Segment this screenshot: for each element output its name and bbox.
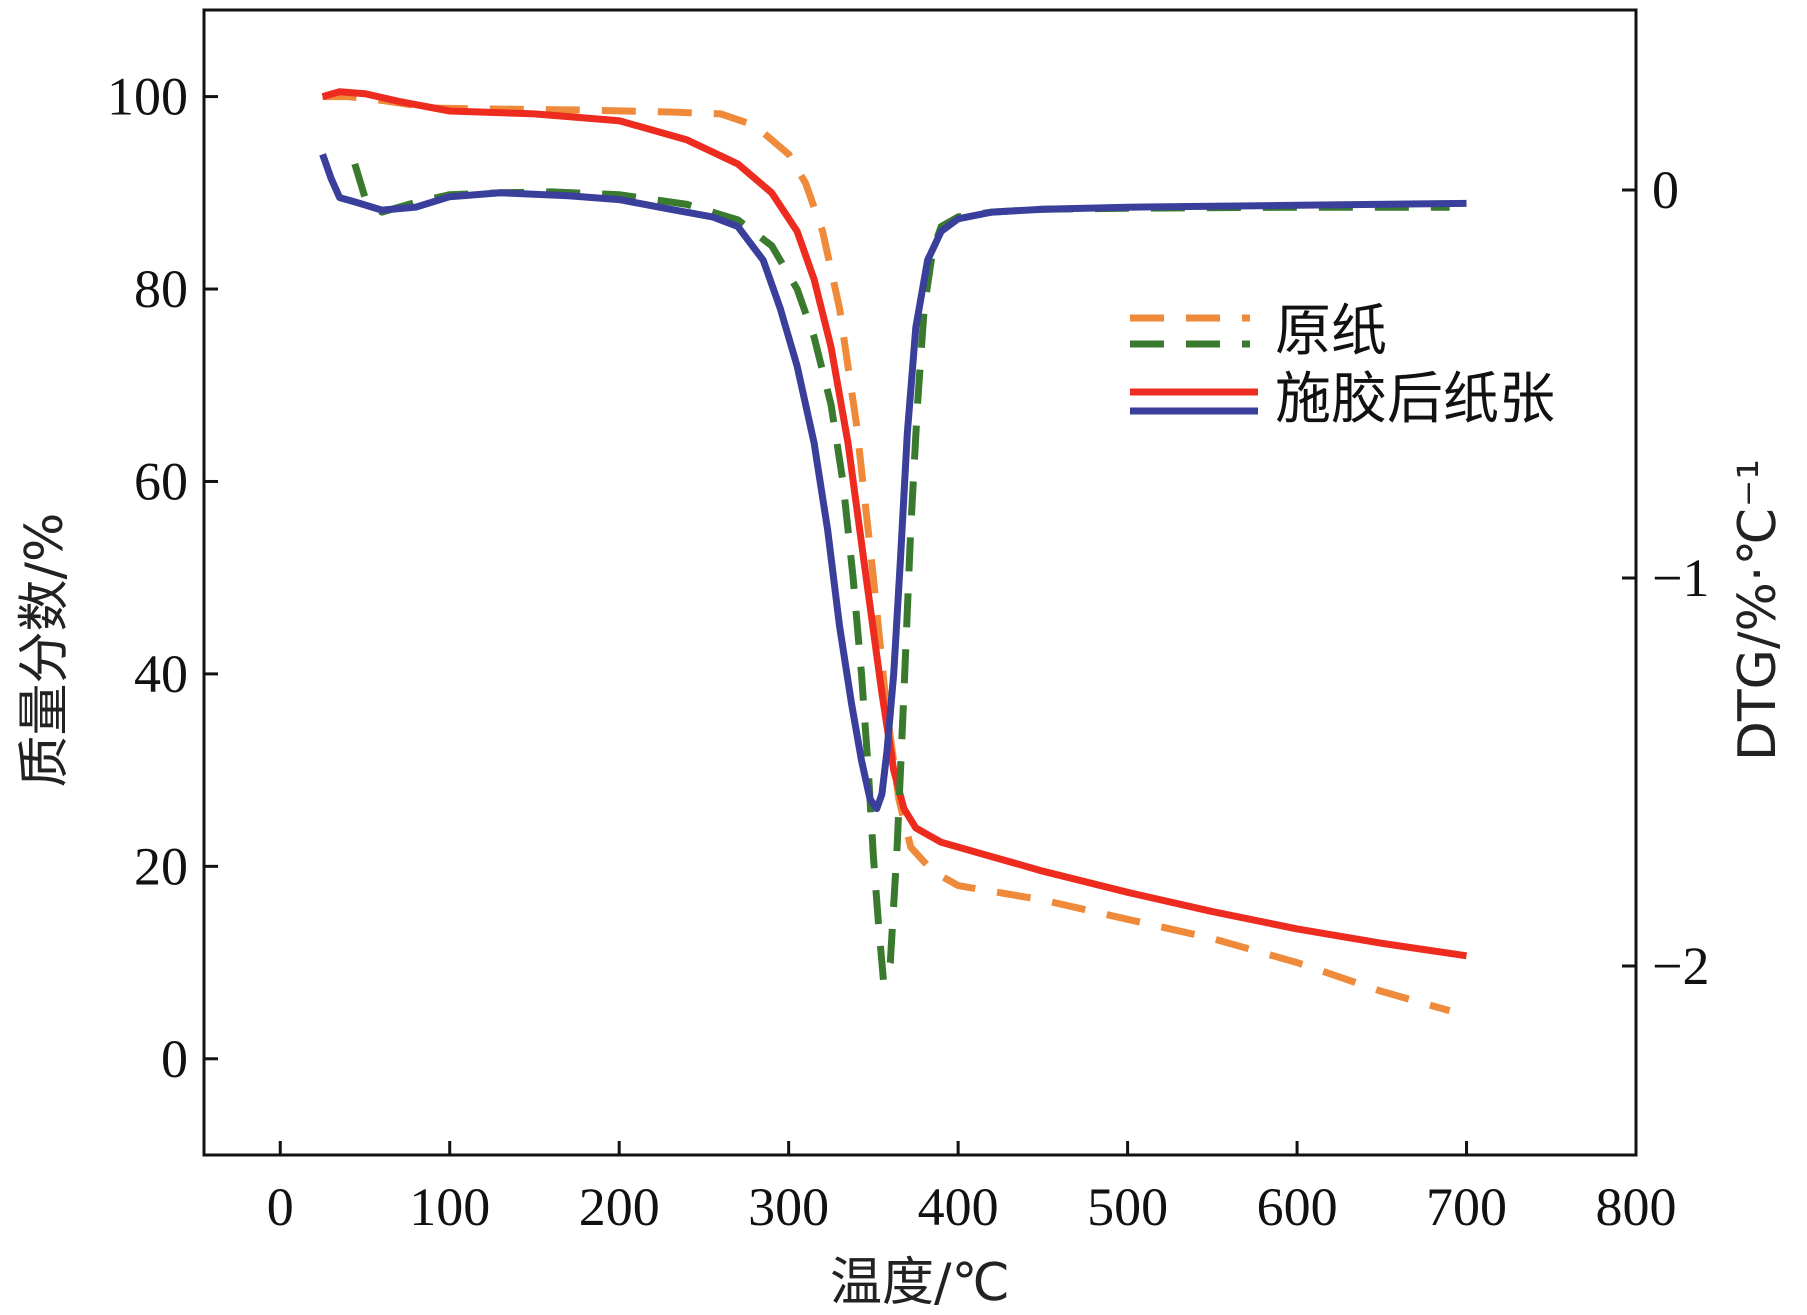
legend-label-sized-paper: 施胶后纸张 <box>1275 367 1555 432</box>
x-tick-label: 700 <box>1426 1177 1507 1237</box>
left-y-axis-title: 质量分数/% <box>15 513 75 788</box>
x-tick-label: 300 <box>748 1177 829 1237</box>
plot-frame <box>202 8 1638 1157</box>
y-left-tick-label: 0 <box>161 1029 188 1089</box>
x-tick-label: 0 <box>267 1177 294 1237</box>
x-tick-label: 100 <box>409 1177 490 1237</box>
x-tick-label: 500 <box>1087 1177 1168 1237</box>
y-right-tick-label: −1 <box>1652 548 1709 608</box>
left-y-axis-ticks: 0 20 40 60 80 100 <box>107 67 218 1089</box>
x-tick-label: 200 <box>579 1177 660 1237</box>
y-left-tick-label: 100 <box>107 67 188 127</box>
legend: 原纸 施胶后纸张 <box>1130 299 1555 432</box>
series-line-tg-raw-paper <box>322 93 1451 1015</box>
x-axis-ticks: 0 100 200 300 400 500 600 700 800 <box>267 1141 1677 1237</box>
x-tick-label: 400 <box>918 1177 999 1237</box>
x-tick-label: 600 <box>1257 1177 1338 1237</box>
series-layer <box>319 88 1468 1015</box>
x-tick-label: 800 <box>1596 1177 1677 1237</box>
right-y-axis-ticks: 0 −1 −2 <box>1622 160 1709 996</box>
y-left-tick-label: 60 <box>134 451 188 511</box>
y-right-tick-label: 0 <box>1652 160 1679 220</box>
right-y-axis-title: DTG/%·℃⁻¹ <box>1728 459 1788 761</box>
x-axis-title: 温度/℃ <box>830 1253 1010 1313</box>
series-line-tg-sized-paper <box>321 88 1468 960</box>
y-right-tick-label: −2 <box>1652 936 1709 996</box>
y-left-tick-label: 20 <box>134 836 188 896</box>
series-line-dtg-sized-paper <box>319 153 1467 813</box>
legend-label-raw-paper: 原纸 <box>1275 299 1387 364</box>
y-left-tick-label: 40 <box>134 644 188 704</box>
y-left-tick-label: 80 <box>134 259 188 319</box>
